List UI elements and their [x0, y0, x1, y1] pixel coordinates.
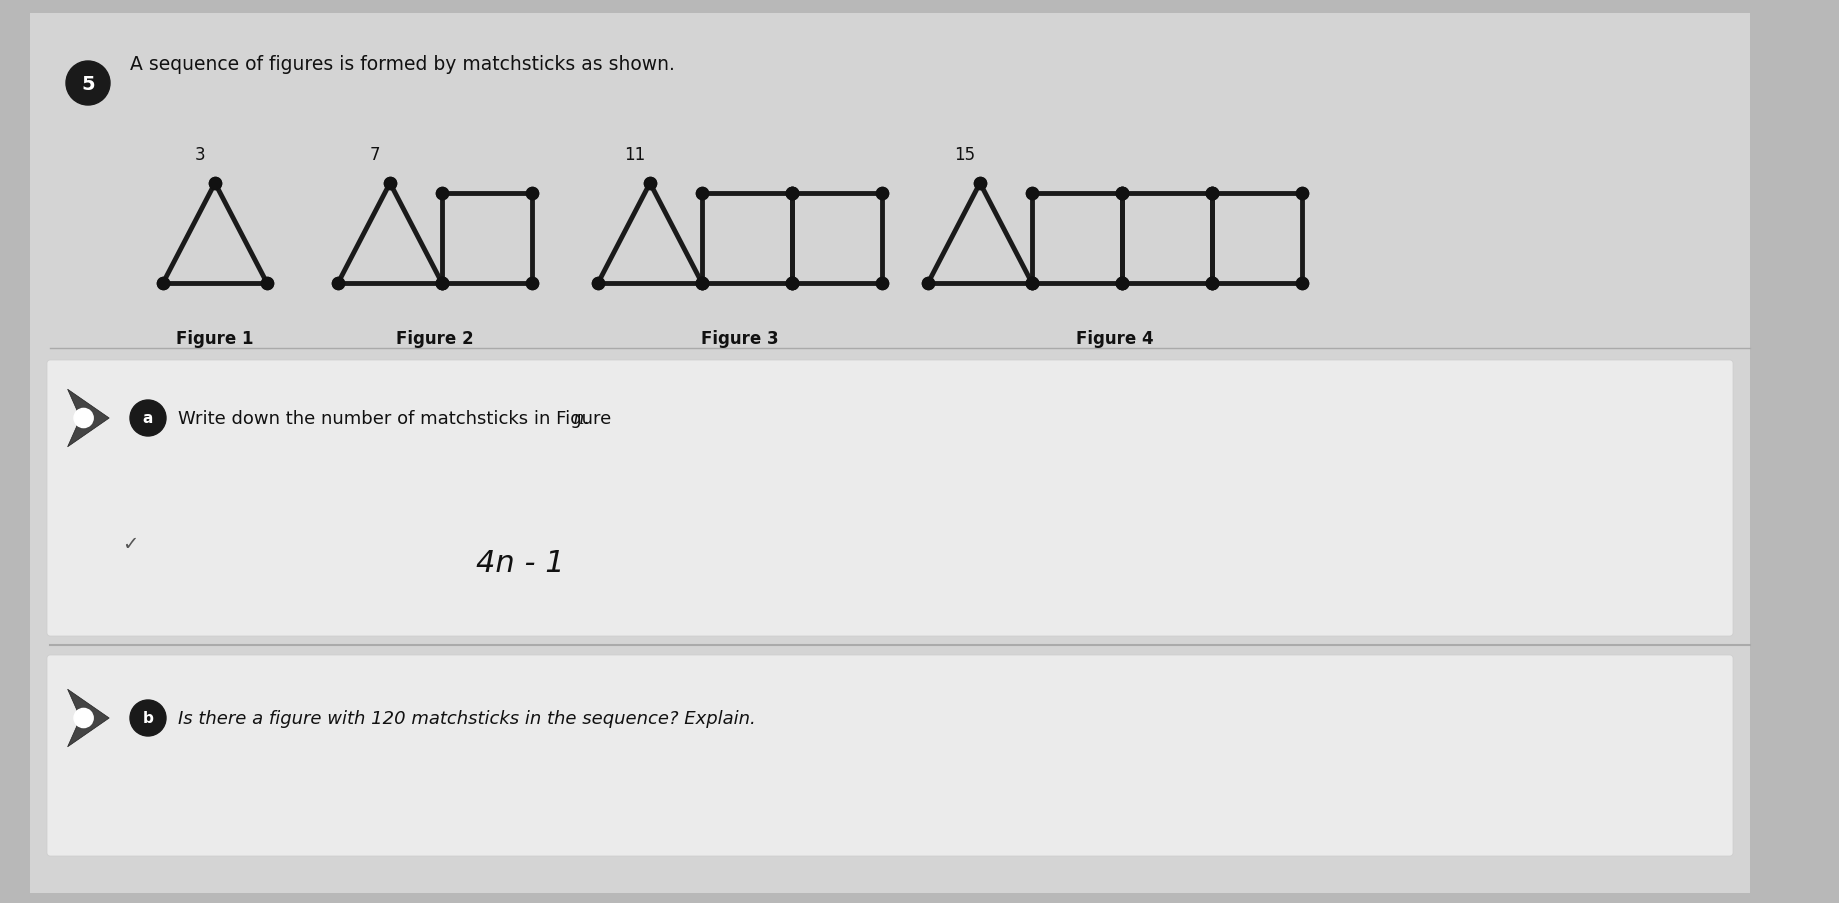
- Text: A sequence of figures is formed by matchsticks as shown.: A sequence of figures is formed by match…: [131, 54, 675, 73]
- Text: 4n - 1: 4n - 1: [476, 549, 565, 578]
- Text: Figure 3: Figure 3: [701, 330, 778, 348]
- Text: 5: 5: [81, 74, 96, 93]
- Text: 15: 15: [954, 146, 975, 163]
- FancyBboxPatch shape: [29, 14, 1751, 893]
- Circle shape: [74, 709, 94, 728]
- Text: Write down the number of matchsticks in Figure: Write down the number of matchsticks in …: [178, 410, 618, 427]
- Polygon shape: [68, 390, 109, 447]
- Text: Figure 1: Figure 1: [177, 330, 254, 348]
- Circle shape: [131, 401, 166, 436]
- Text: Figure 4: Figure 4: [1076, 330, 1153, 348]
- Text: 3: 3: [195, 146, 206, 163]
- Polygon shape: [68, 689, 109, 747]
- Text: ✓: ✓: [121, 534, 138, 553]
- Text: n.: n.: [574, 410, 590, 427]
- Text: b: b: [143, 711, 153, 726]
- Text: Figure 2: Figure 2: [395, 330, 474, 348]
- Circle shape: [131, 700, 166, 736]
- Circle shape: [74, 409, 94, 428]
- Text: 11: 11: [625, 146, 645, 163]
- FancyBboxPatch shape: [48, 656, 1732, 856]
- Text: 7: 7: [370, 146, 381, 163]
- FancyBboxPatch shape: [48, 360, 1732, 637]
- Text: a: a: [143, 411, 153, 426]
- Text: Is there a figure with 120 matchsticks in the sequence? Explain.: Is there a figure with 120 matchsticks i…: [178, 709, 756, 727]
- Circle shape: [66, 62, 110, 106]
